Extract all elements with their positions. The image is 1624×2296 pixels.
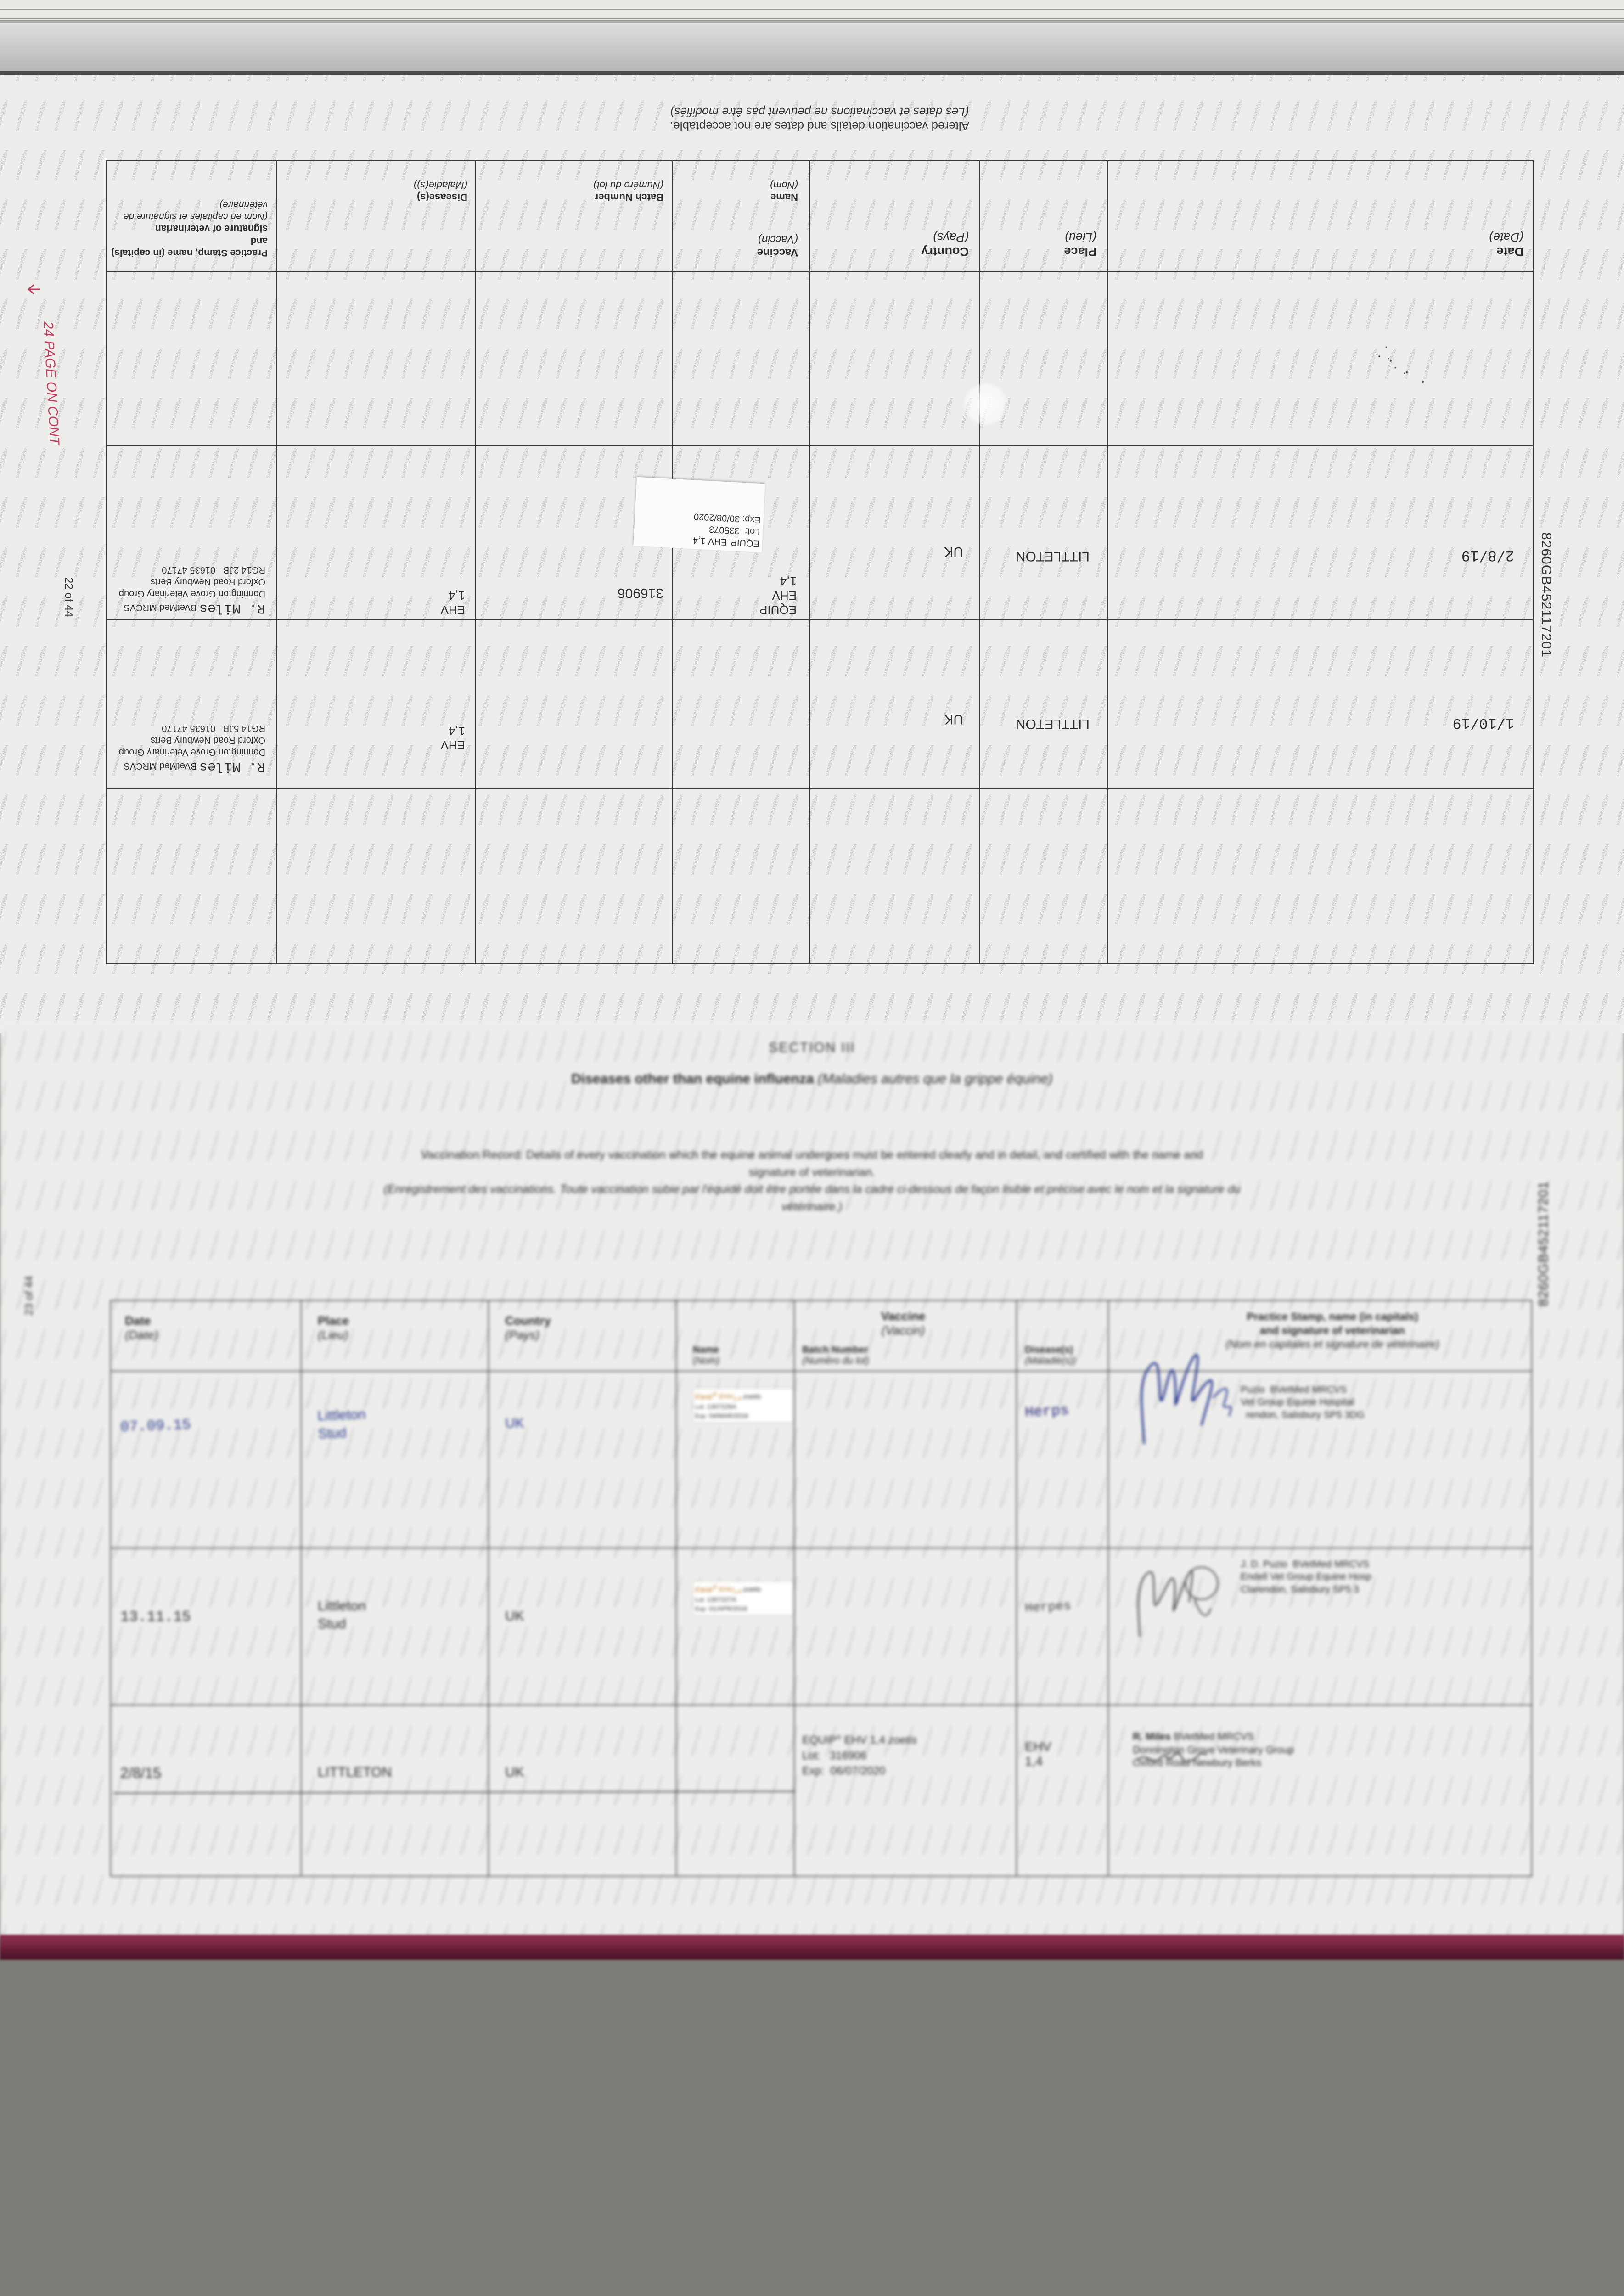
svg-text:24 PAGE ON CONT: 24 PAGE ON CONT bbox=[40, 321, 61, 447]
